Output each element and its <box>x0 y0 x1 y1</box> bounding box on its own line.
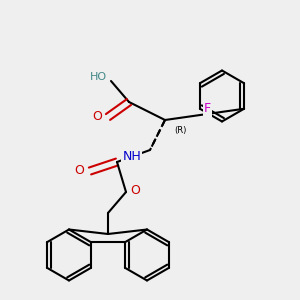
Text: F: F <box>204 102 211 115</box>
Text: (R): (R) <box>174 126 186 135</box>
Text: O: O <box>74 164 84 178</box>
Text: HO: HO <box>89 71 106 82</box>
Text: O: O <box>130 184 140 197</box>
Text: O: O <box>92 110 102 124</box>
Text: NH: NH <box>122 149 141 163</box>
